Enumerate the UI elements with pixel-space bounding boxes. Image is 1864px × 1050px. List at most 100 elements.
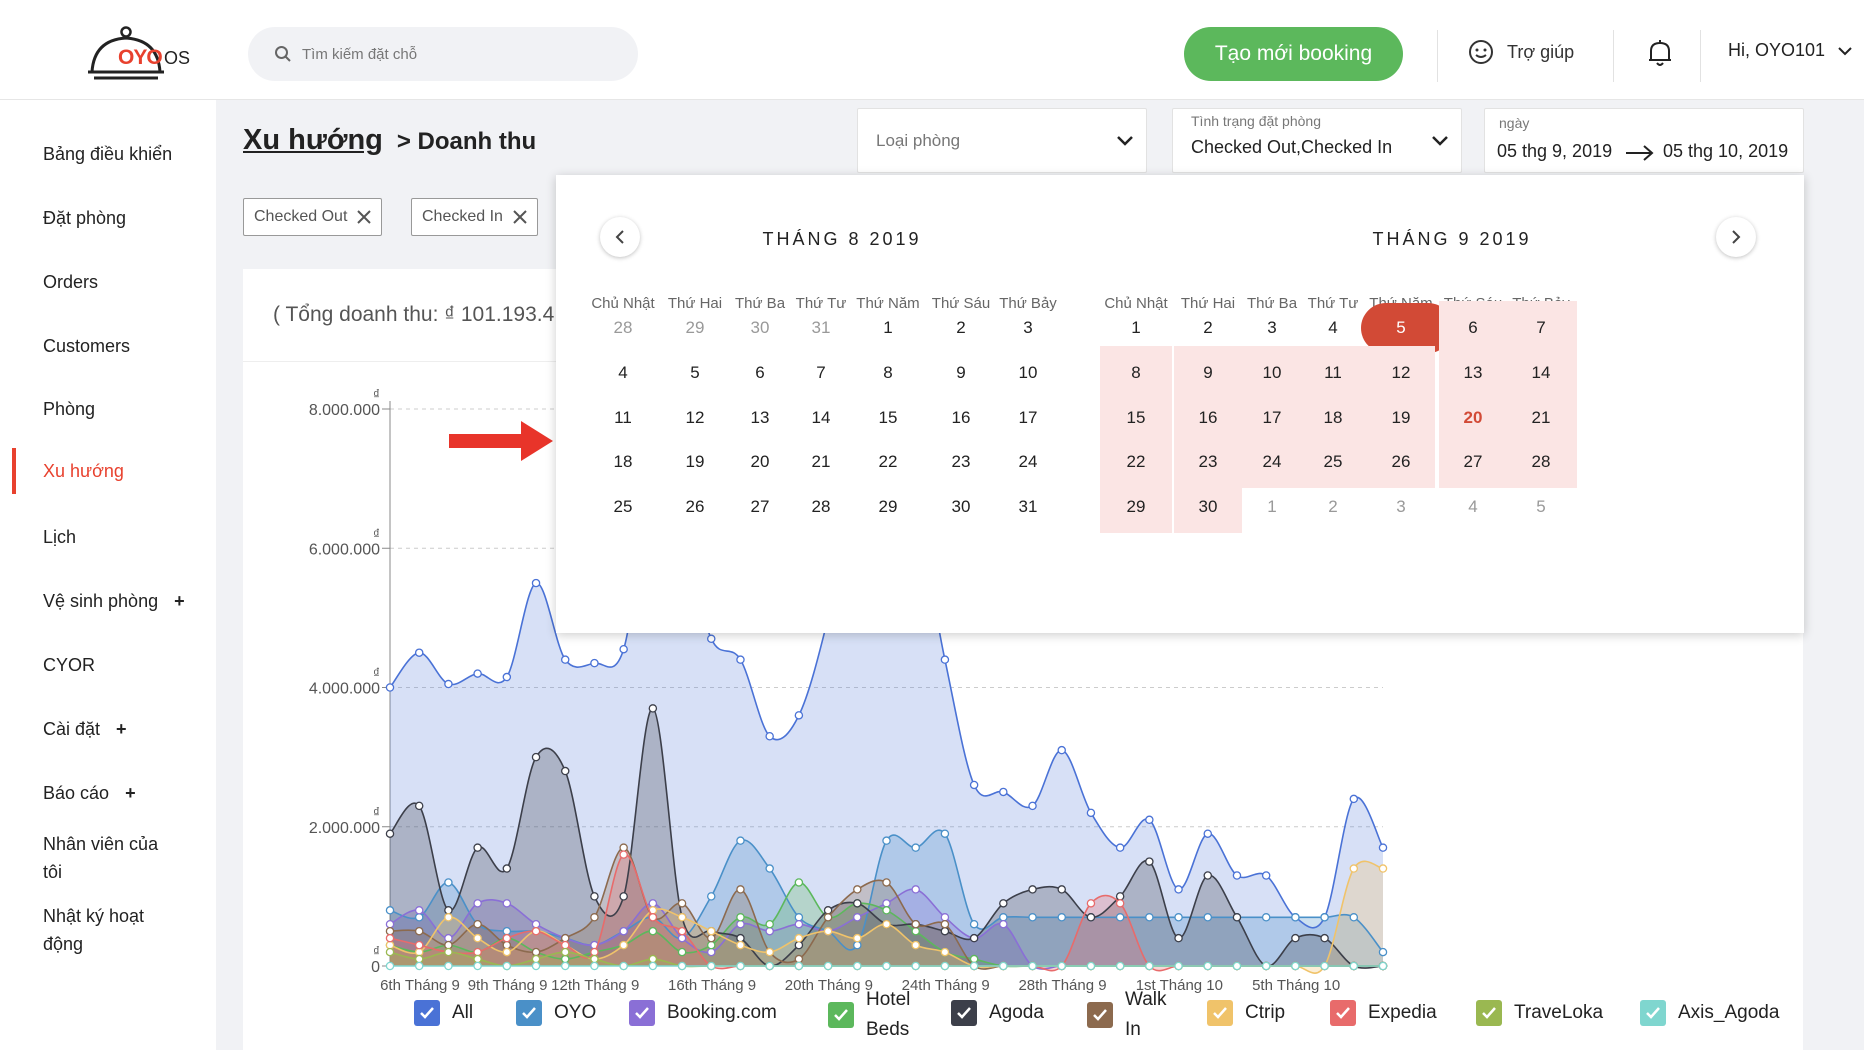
calendar-day[interactable]: 24: [1238, 435, 1306, 488]
legend-item-walk-in[interactable]: Walk In: [1087, 985, 1177, 1045]
close-icon[interactable]: [357, 210, 372, 224]
calendar-day[interactable]: 1: [883, 317, 893, 337]
calendar-day[interactable]: 7: [816, 362, 826, 382]
close-icon[interactable]: [513, 210, 527, 224]
calendar-day[interactable]: 15: [878, 407, 898, 427]
checkbox-checked-icon[interactable]: [1476, 1000, 1502, 1026]
sidebar-item-cyor[interactable]: CYOR: [12, 651, 212, 679]
calendar-day[interactable]: 29: [1100, 480, 1172, 533]
help-button[interactable]: Trợ giúp: [1467, 38, 1574, 66]
legend-item-axis-agoda[interactable]: Axis_Agoda: [1640, 1000, 1779, 1026]
calendar-day[interactable]: 18: [613, 451, 633, 471]
calendar-day[interactable]: 16: [951, 407, 971, 427]
checkbox-checked-icon[interactable]: [629, 1000, 655, 1026]
legend-item-all[interactable]: All: [414, 1000, 473, 1026]
logo[interactable]: OYO OS: [84, 26, 194, 82]
calendar-day[interactable]: 10: [1238, 346, 1306, 399]
calendar-day[interactable]: 11: [1299, 346, 1367, 399]
checkbox-checked-icon[interactable]: [414, 1000, 440, 1026]
calendar-day[interactable]: 7: [1505, 301, 1577, 354]
calendar-day[interactable]: 5: [1536, 496, 1546, 516]
calendar-day[interactable]: 27: [750, 496, 770, 516]
legend-item-ctrip[interactable]: Ctrip: [1207, 1000, 1285, 1026]
notification-bell-icon[interactable]: [1646, 38, 1674, 73]
sidebar-item-customers[interactable]: Customers: [12, 332, 212, 360]
sidebar-item-reports[interactable]: Báo cáo +: [12, 779, 212, 807]
calendar-day[interactable]: 4: [618, 362, 628, 382]
calendar-day[interactable]: 2: [1203, 317, 1213, 337]
legend-item-oyo[interactable]: OYO: [516, 1000, 596, 1026]
calendar-day[interactable]: 28: [811, 496, 831, 516]
expand-plus-icon[interactable]: +: [125, 783, 136, 803]
user-menu[interactable]: Hi, OYO101: [1728, 40, 1853, 61]
sidebar-item-bookings[interactable]: Đặt phòng: [12, 204, 212, 232]
calendar-day[interactable]: 5: [690, 362, 700, 382]
legend-item-traveloka[interactable]: TraveLoka: [1476, 1000, 1603, 1026]
sidebar-item-housekeeping[interactable]: Vệ sinh phòng +: [12, 587, 212, 615]
legend-item-agoda[interactable]: Agoda: [951, 1000, 1044, 1026]
calendar-day[interactable]: 22: [1100, 435, 1172, 488]
calendar-day[interactable]: 13: [750, 407, 770, 427]
room-type-select[interactable]: Loại phòng: [857, 108, 1147, 173]
calendar-day[interactable]: 20: [750, 451, 770, 471]
sidebar-item-my-staff[interactable]: Nhân viên của tôi: [12, 830, 212, 886]
legend-item-expedia[interactable]: Expedia: [1330, 1000, 1437, 1026]
calendar-day[interactable]: 10: [1018, 362, 1038, 382]
calendar-day[interactable]: 19: [685, 451, 705, 471]
date-range-picker[interactable]: ngày 05 thg 9, 2019 05 thg 10, 2019: [1484, 108, 1804, 173]
calendar-day[interactable]: 14: [1505, 346, 1577, 399]
calendar-day[interactable]: 8: [883, 362, 893, 382]
checkbox-checked-icon[interactable]: [828, 1002, 854, 1028]
prev-month-button[interactable]: [600, 217, 640, 257]
calendar-day[interactable]: 11: [614, 407, 632, 427]
checkbox-checked-icon[interactable]: [1640, 1000, 1666, 1026]
calendar-day[interactable]: 30: [750, 317, 770, 337]
expand-plus-icon[interactable]: +: [174, 591, 185, 611]
calendar-day[interactable]: 4: [1328, 317, 1338, 337]
calendar-day[interactable]: 29: [685, 317, 705, 337]
sidebar-item-trends[interactable]: Xu hướng: [12, 448, 212, 494]
calendar-day[interactable]: 22: [878, 451, 898, 471]
sidebar-item-activity-log[interactable]: Nhật ký hoạt động: [12, 902, 212, 958]
calendar-day[interactable]: 3: [1023, 317, 1033, 337]
new-booking-button[interactable]: Tạo mới booking: [1184, 27, 1403, 81]
calendar-day[interactable]: 28: [613, 317, 633, 337]
calendar-day[interactable]: 25: [1299, 435, 1367, 488]
calendar-day[interactable]: 28: [1505, 435, 1577, 488]
calendar-day[interactable]: 13: [1439, 346, 1507, 399]
calendar-day[interactable]: 23: [1174, 435, 1242, 488]
calendar-day[interactable]: 30: [951, 496, 971, 516]
calendar-day[interactable]: 23: [951, 451, 971, 471]
legend-item-hotel-beds[interactable]: Hotel Beds: [828, 985, 918, 1045]
selected-start-day[interactable]: 5: [1361, 301, 1453, 354]
calendar-day[interactable]: 9: [956, 362, 966, 382]
calendar-day[interactable]: 2: [956, 317, 966, 337]
calendar-day[interactable]: 30: [1174, 480, 1242, 533]
calendar-day[interactable]: 17: [1018, 407, 1038, 427]
calendar-day[interactable]: 31: [811, 317, 831, 337]
booking-status-select[interactable]: Tình trạng đặt phòng Checked Out,Checked…: [1172, 108, 1462, 173]
checkbox-checked-icon[interactable]: [1207, 1000, 1233, 1026]
sidebar-item-orders[interactable]: Orders: [12, 268, 212, 296]
calendar-day[interactable]: 6: [1439, 301, 1507, 354]
calendar-day[interactable]: 14: [811, 407, 831, 427]
checkbox-checked-icon[interactable]: [1087, 1002, 1113, 1028]
calendar-day[interactable]: 2: [1328, 496, 1338, 516]
breadcrumb-trends-link[interactable]: Xu hướng: [243, 124, 383, 156]
calendar-day[interactable]: 4: [1468, 496, 1478, 516]
calendar-day[interactable]: 26: [1367, 435, 1435, 488]
next-month-button[interactable]: [1716, 217, 1756, 257]
calendar-day[interactable]: 6: [755, 362, 765, 382]
calendar-day[interactable]: 26: [685, 496, 705, 516]
calendar-day[interactable]: 3: [1396, 496, 1406, 516]
calendar-day[interactable]: 27: [1439, 435, 1507, 488]
legend-item-booking-com[interactable]: Booking.com: [629, 1000, 777, 1026]
calendar-day[interactable]: 25: [613, 496, 633, 516]
calendar-day[interactable]: 24: [1018, 451, 1038, 471]
calendar-day[interactable]: 3: [1267, 317, 1277, 337]
sidebar-item-dashboard[interactable]: Bảng điều khiển: [12, 140, 212, 168]
calendar-day[interactable]: 9: [1174, 346, 1242, 399]
calendar-day[interactable]: 1: [1131, 317, 1141, 337]
sidebar-item-settings[interactable]: Cài đặt +: [12, 715, 212, 743]
expand-plus-icon[interactable]: +: [116, 719, 127, 739]
